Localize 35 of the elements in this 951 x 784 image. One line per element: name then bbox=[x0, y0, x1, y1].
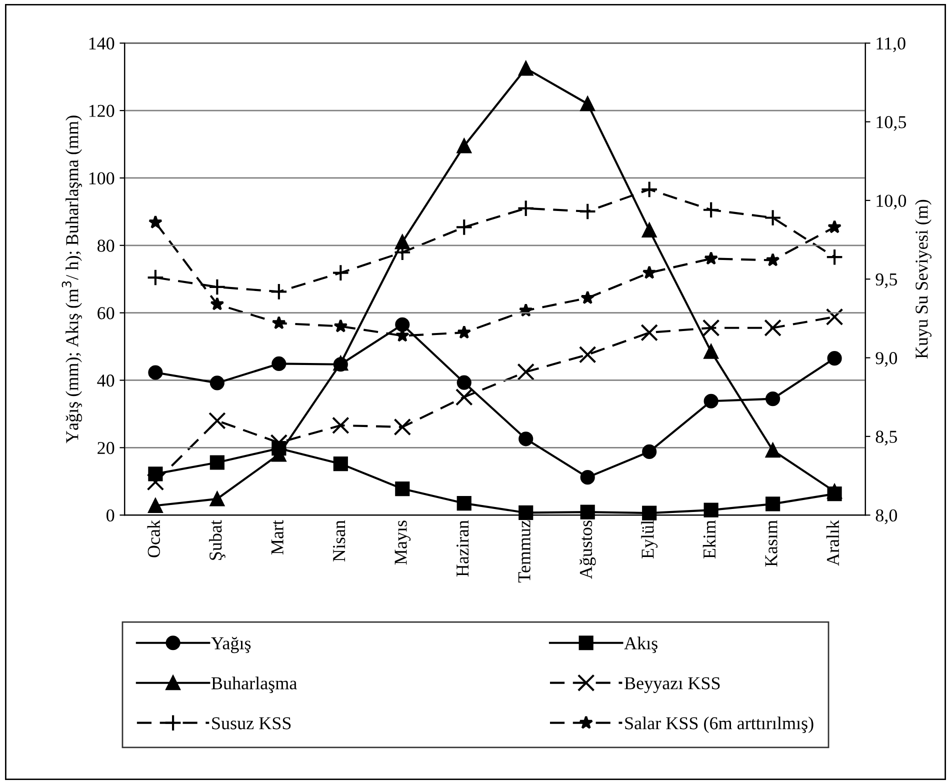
y-tick-label: 140 bbox=[89, 37, 114, 50]
y-tick-label: 20 bbox=[98, 442, 114, 454]
legend-label: Akış bbox=[624, 636, 658, 654]
legend-label: Yağış bbox=[211, 636, 251, 654]
x-tick-label: Ağustos bbox=[580, 520, 596, 579]
y2-tick-label: 10,0 bbox=[876, 194, 906, 210]
y-tick-label: 60 bbox=[98, 307, 114, 320]
y-tick-label: 120 bbox=[89, 104, 114, 117]
legend-label: Salar KSS (6m arttırılmış) bbox=[625, 716, 814, 734]
x-tick-label: Eylül bbox=[641, 520, 658, 559]
legend-label: Susuz KSS bbox=[212, 717, 291, 730]
y2-tick-label: 8,0 bbox=[876, 509, 898, 524]
x-tick-label: Aralık bbox=[826, 520, 840, 566]
x-tick-label: Haziran bbox=[456, 520, 469, 577]
y-tick-label: 0 bbox=[106, 509, 114, 522]
x-tick-label: Ocak bbox=[147, 520, 160, 558]
x-tick-label: Şubat bbox=[209, 520, 226, 560]
x-tick-label: Kasım bbox=[765, 520, 778, 567]
legend-label: Beyyazı KSS bbox=[624, 677, 720, 694]
y2-axis-title: Kuyu Su Seviyesi (m) bbox=[915, 200, 932, 359]
y2-tick-label: 9,0 bbox=[876, 352, 898, 367]
y2-tick-label: 8,5 bbox=[876, 430, 897, 446]
y2-tick-label: 11,0 bbox=[876, 37, 906, 52]
legend-label: Buharlaşma bbox=[211, 676, 297, 694]
y-tick-label: 40 bbox=[97, 374, 114, 387]
x-tick-label: Ekim bbox=[702, 520, 716, 559]
x-tick-label: Nisan bbox=[333, 520, 346, 562]
y2-tick-label: 10,5 bbox=[876, 116, 906, 131]
x-tick-label: Mart bbox=[271, 520, 284, 555]
y-tick-label: 100 bbox=[89, 172, 114, 184]
x-tick-label: Temmuz bbox=[518, 520, 530, 583]
y-axis-title: Yağış (mm); Akış (m$^{3}$/ h); Buharlaşma (mm) bbox=[62, 116, 82, 444]
y2-tick-label: 9,5 bbox=[876, 273, 897, 288]
y-tick-label: 80 bbox=[97, 240, 114, 252]
x-tick-label: Mayıs bbox=[394, 520, 411, 565]
